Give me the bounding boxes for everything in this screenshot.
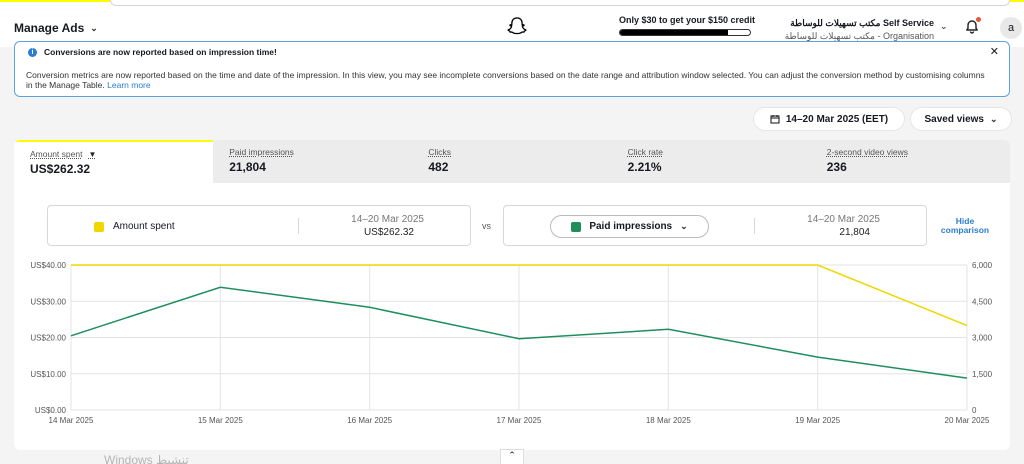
y-left-tick-label: US$20.00 xyxy=(30,334,66,343)
tab-label: 2-second video views xyxy=(826,147,909,157)
credit-progress[interactable]: Only $30 to get your $150 credit xyxy=(619,15,756,36)
tab-video-views[interactable]: 2-second video views 236 xyxy=(810,140,1010,183)
comparison-right: Paid impressions ⌄ 14–20 Mar 2025 21,804 xyxy=(503,205,927,246)
close-icon[interactable]: ✕ xyxy=(989,46,999,58)
series-line-paid-impressions xyxy=(70,286,968,379)
y-left-tick-label: US$10.00 xyxy=(30,370,66,379)
divider xyxy=(754,218,755,234)
info-icon: i xyxy=(28,47,37,57)
comparison-left-label: Amount spent xyxy=(113,221,175,232)
series-line-amount-spent xyxy=(71,264,968,327)
metric-selector[interactable]: Paid impressions ⌄ xyxy=(550,215,709,238)
y-right-tick-label: 6,000 xyxy=(972,261,993,270)
caret-down-icon[interactable]: ▼ xyxy=(88,149,97,159)
y-right-tick-label: 3,000 xyxy=(972,334,993,343)
x-tick-label: 20 Mar 2025 xyxy=(945,416,990,425)
y-right-tick-label: 1,500 xyxy=(972,370,993,379)
hide-comparison-link[interactable]: Hide comparison xyxy=(940,216,990,235)
amount-swatch xyxy=(94,221,104,232)
x-tick-label: 18 Mar 2025 xyxy=(646,416,691,425)
y-right-tick-label: 0 xyxy=(972,406,977,415)
manage-ads-menu[interactable]: Manage Ads ⌄ xyxy=(14,21,98,35)
chevron-down-icon: ⌄ xyxy=(680,221,688,231)
line-chart: US$0.00 0 US$10.00 1,500 US$20.00 3,000 US$30.… xyxy=(30,261,993,425)
tab-value: 482 xyxy=(428,160,449,174)
tab-label: Amount spent ▼ xyxy=(30,149,197,159)
browser-strip xyxy=(110,0,1010,6)
vs-label: vs xyxy=(482,221,491,231)
metric-tabs: Amount spent ▼ US$262.32 Paid impression… xyxy=(14,140,1010,183)
comparison-right-date: 14–20 Mar 2025 xyxy=(807,214,880,225)
chevron-down-icon: ⌄ xyxy=(90,22,98,33)
x-tick-label: 17 Mar 2025 xyxy=(497,416,542,425)
date-range-label: 14–20 Mar 2025 (EET) xyxy=(785,113,889,125)
top-bar: Manage Ads ⌄ Only $30 to get your $150 c… xyxy=(0,0,1024,54)
banner-header: i Conversions are now reported based on … xyxy=(28,47,277,57)
comparison-left: Amount spent 14–20 Mar 2025 US$262.32 xyxy=(47,205,471,246)
org-name: مكتب تسهيلات للوساطة Self Service xyxy=(790,18,934,28)
tab-value: US$262.32 xyxy=(30,162,91,176)
tab-paid-impressions[interactable]: Paid impressions 21,804 xyxy=(213,140,413,183)
tab-clicks[interactable]: Clicks 482 xyxy=(412,140,612,183)
date-range-button[interactable]: 14–20 Mar 2025 (EET) xyxy=(754,108,904,130)
credit-text: Only $30 to get your $150 credit xyxy=(619,15,756,25)
saved-views-button[interactable]: Saved views ⌄ xyxy=(911,108,1011,130)
metrics-card: Amount spent ▼ US$262.32 Paid impression… xyxy=(14,140,1010,450)
banner-body: Conversion metrics are now reported base… xyxy=(26,70,986,90)
tab-label: Click rate xyxy=(627,147,663,157)
x-tick-label: 14 Mar 2025 xyxy=(49,416,94,425)
chevron-down-icon: ⌄ xyxy=(989,113,998,124)
tab-label-text: Amount spent xyxy=(30,149,83,159)
tab-value: 236 xyxy=(826,160,847,174)
org-chevron-down-icon[interactable]: ⌄ xyxy=(940,21,948,31)
bell-icon[interactable] xyxy=(964,19,980,35)
y-left-tick-label: US$30.00 xyxy=(30,297,66,306)
tab-value: 21,804 xyxy=(229,160,266,174)
scroll-up-button[interactable]: ⌃ xyxy=(500,449,524,464)
banner-text: Conversion metrics are now reported base… xyxy=(26,70,985,90)
manage-ads-label: Manage Ads xyxy=(14,21,85,35)
conversion-banner: i Conversions are now reported based on … xyxy=(14,41,1010,97)
x-tick-label: 15 Mar 2025 xyxy=(198,416,243,425)
calendar-icon xyxy=(770,115,780,124)
comparison-left-value: US$262.32 xyxy=(363,227,414,238)
avatar[interactable]: a xyxy=(1000,17,1022,39)
windows-activation-watermark: Windows تنشيط xyxy=(104,453,189,464)
tab-amount-spent[interactable]: Amount spent ▼ US$262.32 xyxy=(14,140,214,183)
divider xyxy=(298,218,299,234)
impressions-swatch xyxy=(571,221,582,232)
credit-bar xyxy=(619,29,751,36)
comparison-left-date: 14–20 Mar 2025 xyxy=(351,214,424,225)
y-left-tick-label: US$40.00 xyxy=(30,261,66,270)
snapchat-ghost-icon[interactable] xyxy=(506,16,528,38)
comparison-right-value: 21,804 xyxy=(839,227,870,238)
y-right-tick-label: 4,500 xyxy=(972,297,993,306)
comparison-left-name: Amount spent xyxy=(94,221,175,232)
banner-title: Conversions are now reported based on im… xyxy=(44,47,277,57)
tab-value: 2.21% xyxy=(627,160,662,174)
x-tick-label: 19 Mar 2025 xyxy=(795,416,840,425)
learn-more-link[interactable]: Learn more xyxy=(107,80,151,90)
credit-bar-fill xyxy=(620,30,728,35)
notification-dot xyxy=(976,17,981,22)
tab-label: Clicks xyxy=(428,147,452,157)
metric-selector-label: Paid impressions xyxy=(589,221,673,232)
tab-click-rate[interactable]: Click rate 2.21% xyxy=(611,140,811,183)
x-tick-label: 16 Mar 2025 xyxy=(347,416,392,425)
y-left-tick-label: US$0.00 xyxy=(35,406,67,415)
saved-views-label: Saved views xyxy=(924,113,984,125)
tab-label: Paid impressions xyxy=(229,147,294,157)
